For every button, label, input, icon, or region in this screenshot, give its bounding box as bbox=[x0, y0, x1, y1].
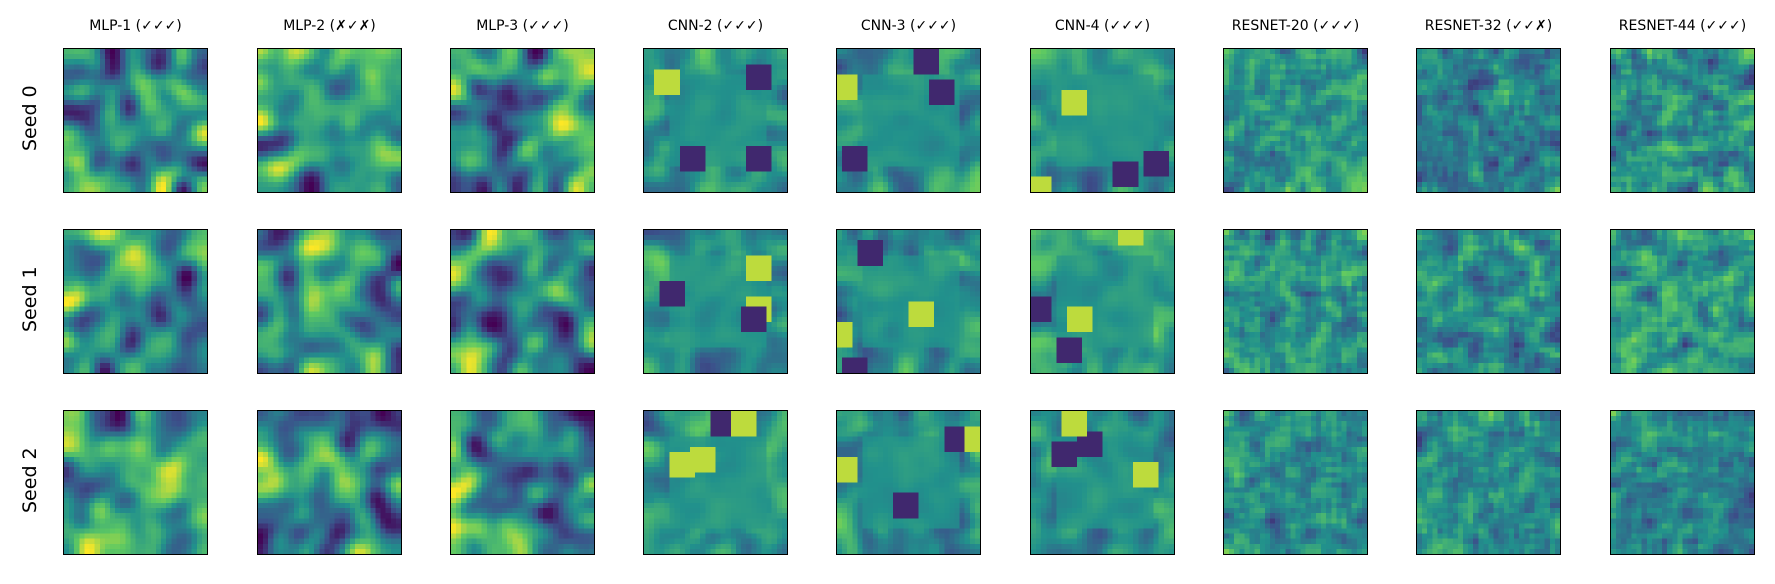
heatmap-panel bbox=[1610, 48, 1755, 193]
heatmap-panel bbox=[836, 229, 981, 374]
column-title: CNN-3 (✓✓✓) bbox=[829, 18, 989, 34]
heatmap-panel bbox=[450, 229, 595, 374]
column-title: CNN-2 (✓✓✓) bbox=[636, 18, 796, 34]
heatmap-image bbox=[1031, 49, 1174, 192]
heatmap-image bbox=[258, 411, 401, 554]
heatmap-image bbox=[451, 411, 594, 554]
heatmap-panel bbox=[63, 410, 208, 555]
heatmap-image bbox=[644, 411, 787, 554]
heatmap-panel bbox=[643, 48, 788, 193]
heatmap-image bbox=[1611, 230, 1754, 373]
heatmap-image bbox=[837, 411, 980, 554]
heatmap-image bbox=[258, 49, 401, 192]
heatmap-panel bbox=[1416, 229, 1561, 374]
column-title: RESNET-20 (✓✓✓) bbox=[1216, 18, 1376, 34]
heatmap-image bbox=[837, 49, 980, 192]
heatmap-panel bbox=[257, 48, 402, 193]
column-title: CNN-4 (✓✓✓) bbox=[1023, 18, 1183, 34]
heatmap-panel bbox=[1223, 229, 1368, 374]
heatmap-image bbox=[644, 49, 787, 192]
heatmap-image bbox=[1031, 230, 1174, 373]
heatmap-image bbox=[1611, 411, 1754, 554]
heatmap-panel bbox=[1223, 410, 1368, 555]
heatmap-panel bbox=[643, 229, 788, 374]
column-title: MLP-3 (✓✓✓) bbox=[443, 18, 603, 34]
heatmap-panel bbox=[1030, 229, 1175, 374]
heatmap-panel bbox=[257, 410, 402, 555]
column-title: RESNET-32 (✓✓✗) bbox=[1409, 18, 1569, 34]
row-label: Seed 2 bbox=[15, 447, 45, 513]
row-label: Seed 0 bbox=[15, 85, 45, 151]
heatmap-panel bbox=[643, 410, 788, 555]
heatmap-panel bbox=[63, 229, 208, 374]
heatmap-panel bbox=[450, 410, 595, 555]
column-title: RESNET-44 (✓✓✓) bbox=[1603, 18, 1763, 34]
heatmap-image bbox=[1224, 49, 1367, 192]
heatmap-image bbox=[1611, 49, 1754, 192]
heatmap-image bbox=[64, 49, 207, 192]
heatmap-panel bbox=[836, 48, 981, 193]
heatmap-image bbox=[644, 230, 787, 373]
heatmap-image bbox=[1224, 411, 1367, 554]
heatmap-panel bbox=[450, 48, 595, 193]
heatmap-panel bbox=[1610, 410, 1755, 555]
column-title: MLP-2 (✗✓✗) bbox=[250, 18, 410, 34]
heatmap-image bbox=[1417, 411, 1560, 554]
heatmap-image bbox=[837, 230, 980, 373]
heatmap-image bbox=[64, 411, 207, 554]
heatmap-panel bbox=[1030, 48, 1175, 193]
heatmap-panel bbox=[1223, 48, 1368, 193]
heatmap-panel bbox=[1610, 229, 1755, 374]
heatmap-panel bbox=[1416, 410, 1561, 555]
heatmap-image bbox=[1031, 411, 1174, 554]
row-label: Seed 1 bbox=[15, 266, 45, 332]
heatmap-panel bbox=[63, 48, 208, 193]
heatmap-image bbox=[1417, 49, 1560, 192]
heatmap-panel bbox=[1416, 48, 1561, 193]
heatmap-panel bbox=[836, 410, 981, 555]
column-title: MLP-1 (✓✓✓) bbox=[56, 18, 216, 34]
heatmap-panel bbox=[1030, 410, 1175, 555]
heatmap-image bbox=[1224, 230, 1367, 373]
heatmap-image bbox=[451, 49, 594, 192]
heatmap-image bbox=[64, 230, 207, 373]
heatmap-image bbox=[1417, 230, 1560, 373]
heatmap-image bbox=[451, 230, 594, 373]
heatmap-panel bbox=[257, 229, 402, 374]
heatmap-image bbox=[258, 230, 401, 373]
